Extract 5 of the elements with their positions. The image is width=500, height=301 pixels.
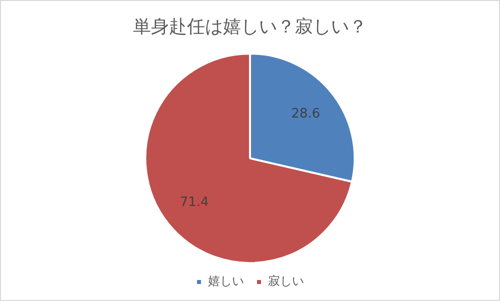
data-label: 71.4 <box>180 195 209 210</box>
legend-label: 寂しい <box>268 274 304 288</box>
chart-title: 単身赴任は嬉しい？寂しい？ <box>133 16 367 38</box>
legend-label: 嬉しい <box>208 274 244 288</box>
data-label: 28.6 <box>291 106 320 122</box>
